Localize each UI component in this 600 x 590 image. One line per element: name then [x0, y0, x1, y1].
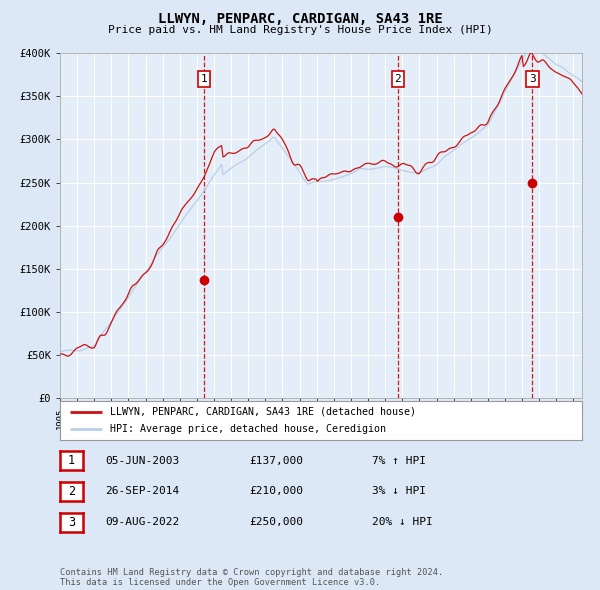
Text: £210,000: £210,000 [249, 487, 303, 496]
Text: £250,000: £250,000 [249, 517, 303, 527]
Text: 09-AUG-2022: 09-AUG-2022 [105, 517, 179, 527]
Text: 05-JUN-2003: 05-JUN-2003 [105, 456, 179, 466]
Text: 3: 3 [68, 516, 75, 529]
Text: 20% ↓ HPI: 20% ↓ HPI [372, 517, 433, 527]
Text: Contains HM Land Registry data © Crown copyright and database right 2024.
This d: Contains HM Land Registry data © Crown c… [60, 568, 443, 587]
Text: 26-SEP-2014: 26-SEP-2014 [105, 487, 179, 496]
Text: 2: 2 [394, 74, 401, 84]
Text: 2: 2 [68, 485, 75, 498]
Text: LLWYN, PENPARC, CARDIGAN, SA43 1RE (detached house): LLWYN, PENPARC, CARDIGAN, SA43 1RE (deta… [110, 407, 416, 417]
Text: 3: 3 [529, 74, 536, 84]
Text: 1: 1 [68, 454, 75, 467]
Text: 7% ↑ HPI: 7% ↑ HPI [372, 456, 426, 466]
Text: £137,000: £137,000 [249, 456, 303, 466]
Text: HPI: Average price, detached house, Ceredigion: HPI: Average price, detached house, Cere… [110, 424, 386, 434]
Text: LLWYN, PENPARC, CARDIGAN, SA43 1RE: LLWYN, PENPARC, CARDIGAN, SA43 1RE [158, 12, 442, 26]
Text: 3% ↓ HPI: 3% ↓ HPI [372, 487, 426, 496]
Text: 1: 1 [201, 74, 208, 84]
Text: Price paid vs. HM Land Registry's House Price Index (HPI): Price paid vs. HM Land Registry's House … [107, 25, 493, 35]
